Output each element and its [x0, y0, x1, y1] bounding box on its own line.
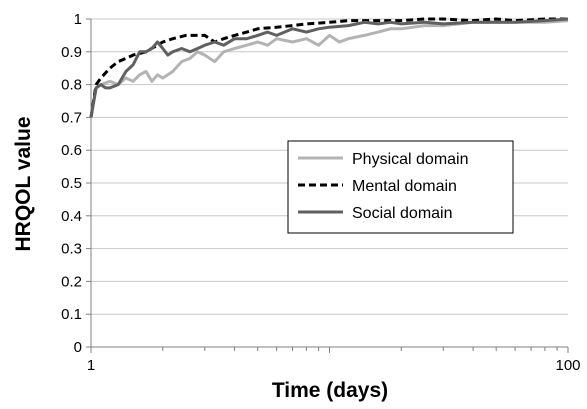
series-line-physical: [89, 19, 569, 118]
y-tick-label: 0.8: [61, 77, 82, 94]
legend-label-physical: Physical domain: [352, 151, 469, 168]
legend-label-social: Social domain: [352, 205, 453, 222]
y-tick-label: 0.5: [61, 175, 82, 192]
legend-box: [287, 140, 514, 234]
y-tick-label: 0.1: [61, 306, 82, 323]
y-tick-label: 0.2: [61, 273, 82, 290]
x-tick-label: 1: [87, 357, 95, 374]
y-axis-title: HRQOL value: [12, 117, 35, 252]
x-axis-title: Time (days): [272, 379, 388, 402]
y-tick-label: 0.3: [61, 241, 82, 258]
series-line-social: [89, 17, 569, 118]
legend: Physical domain Mental domain Social dom…: [287, 140, 514, 234]
y-tick-label: 0.7: [61, 109, 82, 126]
axes: [86, 18, 569, 353]
series-lines: [89, 17, 569, 118]
y-tick-label: 1: [74, 11, 82, 28]
x-tick-label: 100: [555, 357, 580, 374]
y-tick-label: 0.9: [61, 44, 82, 61]
y-tick-label: 0.6: [61, 142, 82, 159]
y-tick-label: 0.4: [61, 208, 82, 225]
y-tick-label: 0: [74, 339, 82, 356]
tick-labels: 0 0.1 0.2 0.3 0.4 0.5 0.6 0.7 0.8 0.9 1 1 100: [61, 11, 580, 374]
legend-label-mental: Mental domain: [352, 178, 457, 195]
series-line-mental: [89, 17, 568, 118]
